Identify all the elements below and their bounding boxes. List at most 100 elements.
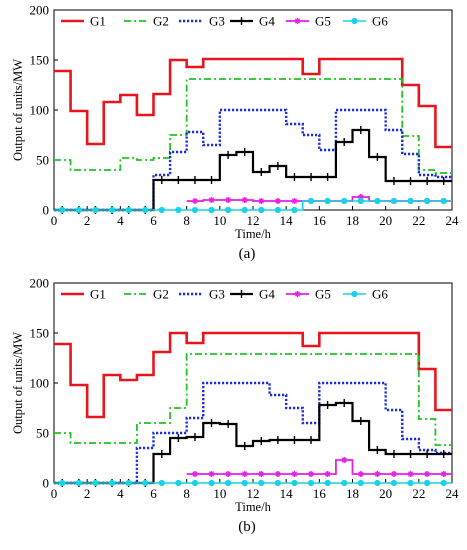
data-point-g5	[274, 471, 281, 477]
data-point-g4	[308, 436, 314, 444]
legend-label-g2: G2	[153, 14, 169, 29]
data-point-g6	[341, 479, 348, 487]
x-tick-label: 16	[313, 213, 327, 228]
legend-label-g4: G4	[259, 14, 275, 29]
data-point-g5	[407, 471, 414, 477]
x-tick-label: 2	[84, 213, 91, 228]
data-point-g6	[440, 197, 447, 205]
series-g1	[54, 331, 452, 419]
data-point-g4	[258, 437, 264, 445]
x-tick-label: 2	[84, 486, 91, 501]
series-line-g4	[54, 128, 452, 212]
data-point-g5	[191, 198, 198, 204]
data-point-g4	[424, 177, 430, 185]
x-axis-label: Time/h	[235, 500, 271, 514]
data-point-g4	[275, 436, 281, 444]
data-point-g4	[441, 450, 447, 458]
data-point-g4	[441, 177, 447, 185]
data-point-g4	[192, 433, 198, 441]
data-point-g6	[258, 479, 265, 487]
legend-marker-g6	[351, 17, 358, 25]
y-tick-label: 100	[30, 376, 50, 391]
data-point-g5	[324, 471, 331, 477]
data-point-g6	[175, 479, 182, 487]
data-point-g4	[242, 148, 248, 156]
series-g5	[186, 457, 452, 477]
legend-label-g5: G5	[315, 14, 331, 29]
data-point-g4	[192, 176, 198, 184]
data-point-g6	[291, 479, 298, 487]
chart-panel-a: 0 2 4 6 8 10 12 14 16 18 20 22 24050100150200Time/hO…	[11, 3, 459, 263]
x-tick-label: 6	[150, 486, 157, 501]
data-point-g6	[357, 479, 364, 487]
data-point-g4	[424, 450, 430, 458]
data-point-g4	[159, 450, 165, 458]
series-g2	[54, 78, 452, 174]
data-point-g6	[390, 479, 398, 487]
data-point-g6	[125, 479, 132, 487]
data-point-g4	[225, 420, 231, 428]
x-tick-label: 24	[446, 486, 460, 501]
data-point-g6	[158, 206, 165, 214]
x-tick-label: 20	[379, 486, 392, 501]
data-point-g6	[75, 479, 82, 487]
data-point-g6	[108, 206, 116, 214]
panel-label: (a)	[239, 246, 256, 262]
series-line-g1	[54, 331, 452, 419]
legend-label-g1: G1	[90, 287, 106, 302]
data-point-g5	[241, 197, 248, 203]
x-axis-label: Time/h	[235, 227, 271, 241]
x-tick-label: 8	[183, 213, 190, 228]
data-point-g6	[108, 479, 116, 487]
data-point-g4	[358, 126, 364, 134]
data-point-g4	[308, 173, 314, 181]
x-tick-label: 22	[412, 486, 425, 501]
data-point-g6	[75, 206, 82, 214]
x-tick-label: 10	[213, 213, 226, 228]
data-point-g4	[374, 153, 380, 161]
data-point-g5	[390, 471, 397, 477]
data-point-g5	[208, 471, 215, 477]
data-point-g6	[258, 206, 265, 214]
data-point-g4	[391, 450, 397, 458]
x-tick-label: 8	[183, 486, 190, 501]
y-tick-label: 0	[43, 203, 50, 218]
data-point-g4	[391, 177, 397, 185]
legend-marker-g5	[294, 18, 301, 24]
data-point-g5	[191, 471, 198, 477]
data-point-g6	[59, 206, 66, 214]
data-point-g6	[175, 206, 182, 214]
data-point-g4	[325, 401, 331, 409]
data-point-g4	[325, 173, 331, 181]
data-point-g6	[324, 197, 331, 205]
x-tick-label: 14	[280, 213, 294, 228]
legend-label-g1: G1	[90, 14, 106, 29]
data-point-g4	[209, 419, 215, 427]
data-point-g6	[158, 479, 165, 487]
legend-marker-g4	[239, 290, 244, 298]
panel-label: (b)	[238, 519, 256, 535]
x-tick-label: 12	[247, 486, 260, 501]
data-point-g6	[225, 479, 232, 487]
data-point-g4	[408, 177, 414, 185]
data-point-g6	[291, 206, 298, 214]
data-point-g6	[424, 197, 431, 205]
legend-label-g6: G6	[372, 287, 388, 302]
x-tick-label: 14	[280, 486, 294, 501]
x-tick-label: 22	[412, 213, 425, 228]
series-line-g4	[54, 401, 452, 485]
data-point-g5	[440, 471, 447, 477]
data-point-g6	[374, 479, 381, 487]
legend: G1 G2 G3 G4 G5 G6	[61, 14, 388, 29]
series-line-g3	[54, 381, 452, 485]
y-axis-label: Output of units/MW	[11, 332, 25, 434]
data-point-g6	[307, 479, 315, 487]
data-point-g5	[374, 471, 381, 477]
x-tick-label: 0	[51, 213, 58, 228]
data-point-g4	[341, 399, 347, 407]
y-tick-label: 200	[30, 3, 50, 18]
data-point-g5	[208, 197, 215, 203]
data-point-g6	[274, 206, 281, 214]
data-point-g6	[125, 206, 132, 214]
legend-label-g4: G4	[259, 287, 275, 302]
